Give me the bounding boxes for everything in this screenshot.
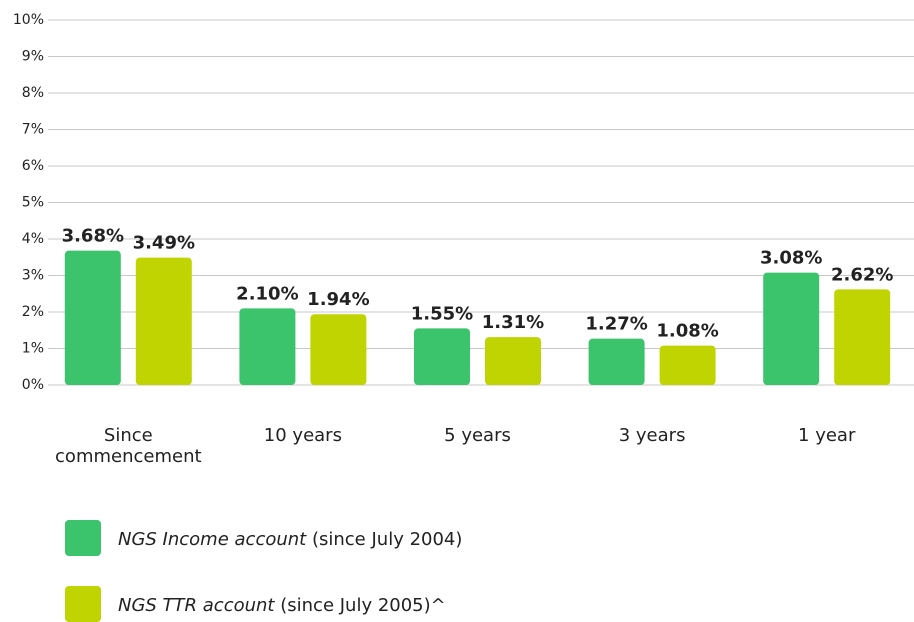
legend-note: (since July 2004)	[312, 529, 462, 550]
bar	[659, 345, 716, 385]
legend-note: (since July 2005)^	[280, 595, 446, 616]
x-tick-label: 1 year	[798, 425, 856, 446]
x-tick-label: 3 years	[618, 425, 686, 446]
y-tick-label: 5%	[22, 195, 44, 211]
bar	[64, 250, 121, 385]
value-label: 1.27%	[585, 314, 647, 335]
y-tick-label: 1%	[22, 341, 44, 357]
bar	[310, 314, 367, 385]
legend-label: NGS Income account (since July 2004)	[118, 529, 462, 550]
bar	[485, 337, 541, 385]
y-tick-label: 9%	[22, 49, 44, 65]
y-tick-label: 8%	[22, 85, 44, 101]
y-tick-label: 4%	[22, 231, 44, 247]
legend-label: NGS TTR account (since July 2005)^	[118, 595, 446, 616]
x-tick-label: Since commencement	[55, 425, 202, 467]
legend-name: NGS TTR account	[118, 595, 275, 616]
legend-swatch	[65, 520, 101, 556]
y-tick-label: 7%	[22, 122, 44, 138]
value-label: 1.08%	[656, 321, 718, 342]
bar	[239, 308, 296, 385]
bar	[763, 272, 820, 385]
value-label: 1.55%	[411, 303, 473, 324]
y-tick-label: 6%	[22, 158, 44, 174]
bar	[834, 289, 891, 385]
legend-swatch	[65, 586, 101, 622]
value-label: 3.08%	[760, 248, 822, 269]
x-tick-label: 5 years	[444, 425, 511, 446]
value-label: 2.10%	[236, 283, 298, 304]
y-tick-label: 2%	[22, 304, 44, 320]
legend-name: NGS Income account	[118, 529, 307, 550]
x-tick-label: 10 years	[263, 425, 342, 446]
bar	[588, 338, 645, 385]
y-tick-label: 3%	[22, 268, 44, 284]
value-label: 3.68%	[62, 226, 124, 247]
value-label: 2.62%	[831, 264, 893, 285]
value-label: 1.31%	[482, 312, 544, 333]
bar	[414, 328, 470, 385]
bar	[135, 257, 192, 385]
y-tick-label: 10%	[13, 12, 44, 28]
value-label: 3.49%	[133, 233, 195, 254]
value-label: 1.94%	[307, 289, 369, 310]
y-tick-label: 0%	[22, 377, 44, 393]
